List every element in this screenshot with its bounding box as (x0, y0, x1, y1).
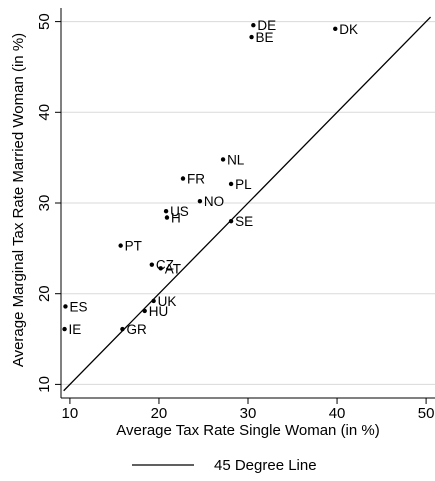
data-point-es (63, 304, 68, 309)
x-tick-label: 30 (240, 405, 257, 422)
data-point-label-se: SE (235, 214, 253, 229)
legend-label: 45 Degree Line (214, 457, 317, 474)
x-tick-label: 10 (62, 405, 79, 422)
x-tick-label: 50 (418, 405, 435, 422)
data-point-label-dk: DK (339, 22, 358, 37)
data-point-label-gr: GR (126, 322, 147, 337)
y-tick-label: 40 (36, 104, 53, 121)
data-point-label-es: ES (69, 299, 87, 314)
data-point-label-pt: PT (125, 239, 142, 254)
data-point-dk (333, 26, 338, 32)
data-point-us (163, 208, 169, 214)
data-point-label-de: DE (257, 18, 276, 33)
data-point-label-nl: NL (227, 152, 245, 167)
data-point-gr (120, 326, 125, 332)
y-tick-label: 20 (36, 285, 53, 302)
data-point-se (228, 218, 234, 224)
y-axis-label: Average Marginal Tax Rate Married Woman … (10, 33, 27, 367)
y-tick-label: 30 (36, 195, 53, 212)
data-point-label-h: H (171, 211, 181, 226)
x-tick-label: 40 (329, 405, 346, 422)
data-point-h (164, 215, 170, 220)
data-point-no (197, 198, 203, 204)
data-point-label-at: AT (165, 261, 181, 276)
reference-line-45-degree (63, 16, 432, 392)
data-point-de (251, 23, 256, 28)
x-tick-label: 20 (151, 405, 168, 422)
data-point-ie (62, 326, 67, 332)
data-point-label-pl: PL (235, 177, 252, 192)
data-point-uk (151, 298, 156, 304)
data-point-hu (142, 308, 147, 314)
data-point-label-ie: IE (69, 322, 82, 337)
data-point-label-us: US (170, 204, 189, 219)
x-axis-label: Average Tax Rate Single Woman (in %) (116, 422, 379, 439)
data-point-pt (118, 243, 123, 248)
data-point-label-no: NO (204, 194, 224, 209)
y-tick-label: 50 (36, 13, 53, 30)
y-tick-label: 10 (36, 376, 53, 393)
data-point-be (249, 34, 254, 40)
data-point-label-hu: HU (149, 304, 169, 319)
legend: 45 Degree Line (132, 457, 317, 474)
data-point-label-be: BE (256, 30, 274, 45)
reference-line-layer (63, 16, 432, 392)
data-point-pl (228, 181, 234, 187)
data-point-cz (149, 262, 155, 267)
data-point-at (158, 266, 163, 271)
data-point-nl (220, 157, 226, 162)
axes: 10 20 30 40 50 10 20 30 40 50 (36, 8, 435, 422)
data-point-fr (180, 176, 186, 181)
data-point-label-uk: UK (158, 294, 177, 309)
data-point-label-fr: FR (187, 172, 205, 187)
